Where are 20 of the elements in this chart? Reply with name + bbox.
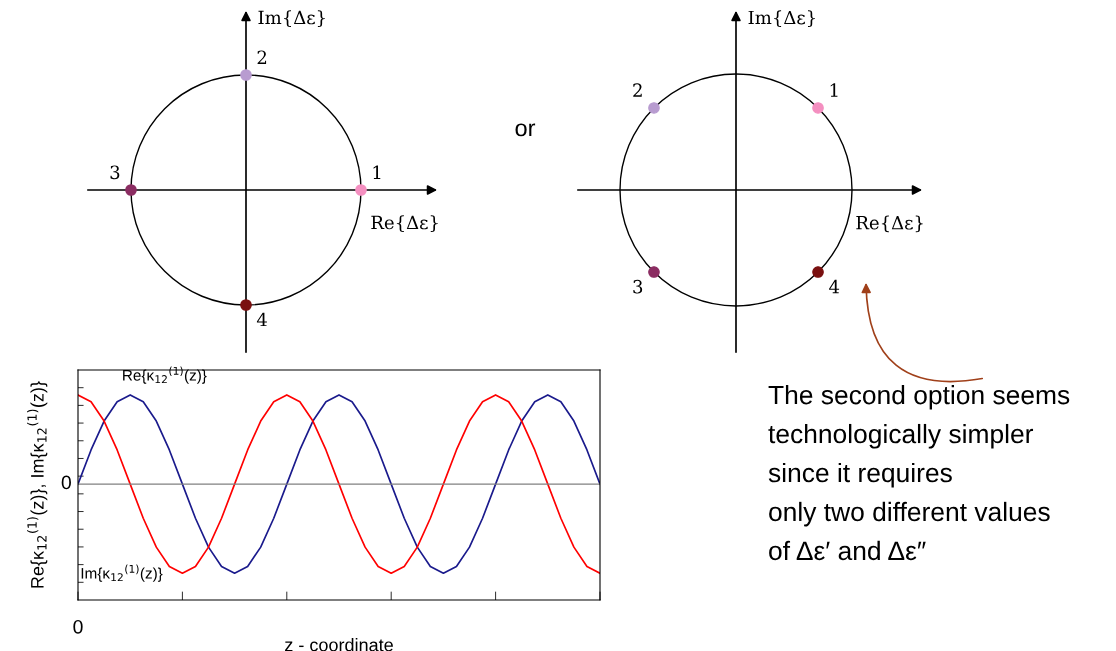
text: or [515,123,536,137]
text: Im{Δε} [258,10,325,27]
text: 2 [257,50,267,64]
text: 1 [373,165,381,179]
text: 3 [110,165,120,180]
text: Im{Δε} [748,10,815,27]
text: 4 [829,279,840,294]
text: 4 [256,312,267,327]
y-axis-title: Re{κ$_{12}$$^{(1)}$(z)}, Im{κ$_{12}$$^{(1)}$(z)} [27,381,48,588]
text: 0 [73,619,83,634]
series-label: Im{κ$_{12}$$^{(1)}$(z)} [81,564,163,582]
text: The second option seems technologically simpler since it requires only two different values of Δε′ and Δε″ [768,385,1070,561]
text: 2 [633,83,642,97]
text: Re{Δε} [856,215,923,233]
text: 3 [633,279,643,294]
text: 1 [830,83,838,97]
ref-line-label: 0 [61,475,71,490]
series-label: Re{κ$_{12}$$^{(1)}$(z)} [123,366,207,384]
text: Re{Δε} [371,215,438,232]
x-axis-title: z - coordinate [285,638,393,651]
